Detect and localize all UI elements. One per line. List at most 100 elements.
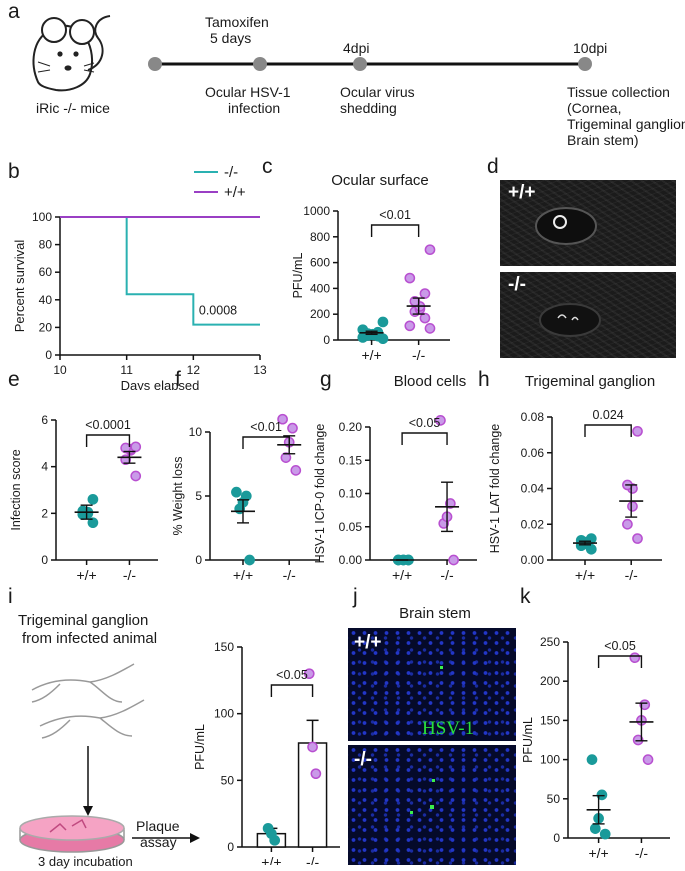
data-point	[404, 272, 416, 284]
y-tick-label: 0	[227, 840, 234, 854]
panel-label-g: g	[320, 368, 332, 391]
brain-stem-label-ko: -/-	[354, 749, 372, 770]
y-tick-label: 40	[39, 293, 53, 307]
data-point	[120, 442, 132, 454]
data-point	[589, 823, 601, 834]
significance-bracket	[597, 655, 643, 668]
timeline-dot	[148, 57, 162, 71]
data-point	[642, 754, 654, 765]
y-tick-label: 0	[195, 553, 202, 567]
y-tick-label: 0.08	[521, 410, 545, 424]
micrograph-label-wt: +/+	[508, 182, 536, 203]
y-tick-label: 2	[41, 506, 48, 520]
data-point	[627, 501, 638, 512]
data-point	[87, 517, 99, 529]
x-tick-label: +/+	[392, 567, 412, 583]
data-point	[632, 734, 644, 746]
data-point	[231, 486, 242, 498]
data-point	[599, 828, 611, 840]
chart-title-c: Ocular surface	[331, 172, 429, 189]
timeline-axis	[148, 57, 592, 71]
data-point	[377, 316, 389, 328]
data-point	[629, 652, 641, 664]
weight-loss-chart: 0 5 10 % Weight loss +/+ -/- <0.01	[171, 413, 320, 583]
y-tick-label: 0	[45, 348, 52, 362]
y-tick-label: 80	[39, 238, 53, 252]
data-point	[240, 490, 252, 502]
panel-label-b: b	[8, 160, 20, 183]
plaque-label: Plaque	[136, 818, 180, 834]
brain-stem-pfu-chart: 0 50 100 150 200 250 PFU/mL +/+ -/- <0.05	[521, 635, 670, 861]
micrograph-label-ko: -/-	[508, 274, 526, 295]
panel-label-d: d	[487, 155, 499, 178]
data-point	[307, 741, 318, 753]
y-tick-label: 150	[540, 713, 560, 727]
ocular-surface-chart: 0 200 400 600 800 1000 PFU/mL +/+ -/- <0.01	[291, 204, 450, 363]
blood-cells-chart: 0.00 0.05 0.10 0.15 0.20 HSV-1 ICP-0 fold cha…	[313, 415, 477, 583]
y-tick-label: 0.02	[521, 517, 545, 531]
data-point	[586, 754, 598, 765]
x-axis-label: Days elapsed	[121, 378, 200, 390]
timeline-collection-1: Tissue collection	[567, 84, 670, 100]
y-tick-label: 0.10	[339, 487, 363, 501]
panel-label-f: f	[175, 368, 181, 391]
data-point	[444, 498, 456, 509]
y-tick-label: 0	[41, 553, 48, 567]
y-axis-label: PFU/mL	[291, 253, 305, 299]
plaque-assay-chart: 0 50 100 150 PFU/mL +/+ -/- <0.05	[193, 640, 340, 865]
y-tick-label: 250	[540, 635, 560, 649]
brain-stem-label-wt: +/+	[354, 632, 382, 653]
timeline-shedding-1: Ocular virus	[340, 84, 415, 100]
timeline-10dpi: 10dpi	[573, 40, 608, 56]
y-axis-label: PFU/mL	[521, 717, 535, 763]
y-tick-label: 600	[310, 256, 330, 270]
incubation-label: 3 day incubation	[38, 854, 133, 869]
bar	[297, 742, 328, 848]
y-tick-label: 0.04	[521, 482, 545, 496]
y-tick-label: 200	[540, 674, 560, 688]
data-point	[280, 452, 292, 463]
y-tick-label: 800	[310, 230, 330, 244]
p-value-label: <0.01	[250, 420, 282, 434]
p-value-label: 0.0008	[199, 304, 237, 318]
data-point	[448, 554, 459, 566]
hsv1-stain-label: HSV-1	[422, 718, 475, 739]
significance-bracket	[401, 432, 448, 445]
y-axis-label: HSV-1 LAT fold change	[488, 424, 502, 554]
y-tick-label: 4	[41, 460, 48, 474]
x-tick-label: 12	[187, 363, 201, 377]
chart-title-h: Trigeminal ganglion	[524, 373, 656, 390]
data-point	[287, 422, 298, 434]
data-point	[244, 554, 255, 566]
data-point	[632, 425, 643, 437]
x-tick-label: -/-	[440, 567, 454, 583]
data-point	[424, 244, 436, 256]
x-tick-label: +/+	[575, 567, 595, 583]
trigeminal-ganglion-chart: 0.00 0.02 0.04 0.06 0.08 HSV-1 LAT fold chang…	[488, 408, 662, 583]
data-point	[77, 505, 89, 517]
p-value-label: <0.05	[604, 639, 636, 653]
legend-label-ko: -/-	[224, 164, 238, 181]
x-tick-label: -/-	[306, 854, 320, 865]
timeline-4dpi: 4dpi	[343, 40, 370, 56]
survival-chart: 0 20 40 60 80 100 10 11 12 13 Days elapsed Percent …	[12, 210, 267, 390]
x-tick-label: +/+	[261, 854, 281, 865]
eye-micrograph-ko: -/-	[500, 272, 676, 358]
significance-bracket	[584, 424, 632, 437]
data-point	[262, 822, 274, 834]
tg-label-1: Trigeminal ganglion	[18, 612, 149, 629]
y-tick-label: 100	[32, 210, 52, 224]
y-tick-label: 6	[41, 413, 48, 427]
timeline-collection-3: Trigeminal ganglion,	[567, 116, 685, 132]
timeline-5days: 5 days	[210, 30, 252, 46]
y-tick-label: 0	[553, 831, 560, 845]
brain-stem-micrograph-ko: -/-	[348, 745, 516, 865]
data-point	[130, 441, 142, 453]
panel-label-e: e	[8, 368, 20, 391]
x-tick-label: 13	[253, 363, 267, 377]
panel-label-a: a	[8, 0, 20, 23]
chart-title-g: Blood cells	[393, 373, 467, 390]
timeline-dot	[353, 57, 367, 71]
data-point	[639, 699, 651, 711]
tg-label-2: from infected animal	[22, 630, 158, 647]
